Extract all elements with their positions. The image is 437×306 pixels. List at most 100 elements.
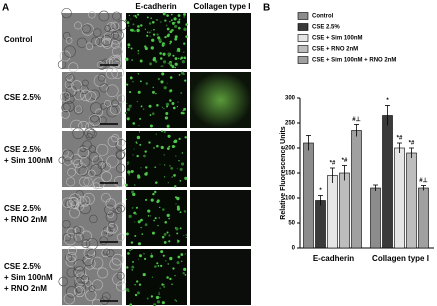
cell	[75, 272, 88, 285]
signal	[135, 206, 138, 209]
cell	[85, 91, 97, 103]
row-label: + RNO 2nM	[4, 284, 47, 293]
signal	[156, 262, 159, 265]
signal	[154, 60, 158, 63]
signal	[158, 217, 160, 219]
cell	[96, 143, 109, 156]
cell	[73, 259, 86, 272]
cell	[65, 256, 77, 267]
signal	[181, 152, 184, 154]
significance-mark: *#	[330, 161, 336, 167]
cell	[113, 175, 126, 188]
cell	[70, 200, 80, 210]
signal	[182, 271, 185, 275]
signal	[174, 66, 176, 69]
row-label: + RNO 2nM	[4, 215, 47, 224]
signal	[153, 28, 155, 31]
row-label: CSE 2.5%	[4, 262, 41, 271]
significance-mark: *#	[409, 141, 415, 147]
y-tick-label: 200	[285, 146, 296, 152]
signal	[159, 52, 162, 55]
signal	[171, 28, 174, 32]
cell	[104, 99, 111, 107]
legend-label: CSE + Sim 100nM	[312, 36, 363, 42]
cell	[92, 28, 102, 37]
signal	[176, 239, 179, 241]
signal	[137, 50, 140, 52]
signal	[164, 35, 167, 39]
cell	[91, 279, 103, 291]
cell	[63, 45, 76, 58]
signal	[131, 265, 135, 269]
signal	[139, 80, 142, 83]
signal	[131, 269, 134, 271]
signal	[180, 71, 185, 75]
signal	[150, 198, 154, 202]
cell	[105, 67, 119, 80]
signal	[133, 148, 135, 150]
signal	[137, 25, 140, 28]
signal	[174, 185, 177, 188]
signal	[128, 104, 132, 108]
signal	[183, 42, 186, 45]
signal	[160, 250, 164, 254]
bar	[315, 200, 326, 249]
signal	[185, 35, 188, 38]
signal	[166, 231, 169, 234]
signal	[140, 24, 143, 27]
signal	[152, 90, 155, 94]
signal	[183, 235, 185, 237]
signal	[127, 43, 131, 47]
signal	[172, 54, 175, 57]
signal	[176, 261, 180, 265]
signal	[152, 192, 155, 196]
signal	[180, 92, 183, 94]
signal	[166, 147, 170, 150]
signal	[162, 254, 165, 257]
signal	[125, 19, 128, 22]
signal	[144, 172, 148, 176]
cell	[88, 285, 96, 292]
panel-label: B	[263, 3, 270, 14]
y-tick-label: 0	[292, 246, 296, 252]
cell	[79, 202, 91, 215]
signal	[157, 224, 159, 227]
cell	[70, 153, 82, 165]
cell	[83, 247, 96, 260]
cell	[73, 266, 86, 279]
signal	[155, 133, 157, 135]
signal	[171, 102, 175, 105]
signal	[128, 174, 130, 176]
signal	[150, 47, 152, 49]
signal	[178, 160, 180, 162]
cell	[61, 149, 69, 157]
signal	[136, 280, 139, 283]
signal	[124, 183, 128, 187]
cell	[67, 246, 77, 256]
cell	[92, 182, 100, 190]
cell	[97, 73, 106, 82]
cell	[74, 21, 82, 30]
signal	[126, 107, 131, 112]
cell	[79, 176, 90, 187]
signal	[173, 24, 178, 28]
signal	[126, 21, 130, 25]
cell	[79, 195, 91, 207]
cell	[65, 199, 76, 210]
signal	[153, 303, 156, 306]
cell	[88, 145, 96, 153]
legend-swatch	[297, 45, 309, 53]
signal	[130, 18, 132, 20]
cell	[106, 22, 116, 31]
signal	[148, 104, 152, 108]
signal	[181, 260, 183, 262]
cell	[113, 54, 122, 62]
significance-mark: *	[386, 98, 389, 104]
signal	[126, 266, 129, 269]
signal	[185, 236, 187, 239]
signal	[127, 170, 131, 174]
signal	[126, 102, 128, 104]
signal	[177, 26, 181, 30]
signal	[149, 114, 152, 116]
cell	[88, 11, 96, 19]
